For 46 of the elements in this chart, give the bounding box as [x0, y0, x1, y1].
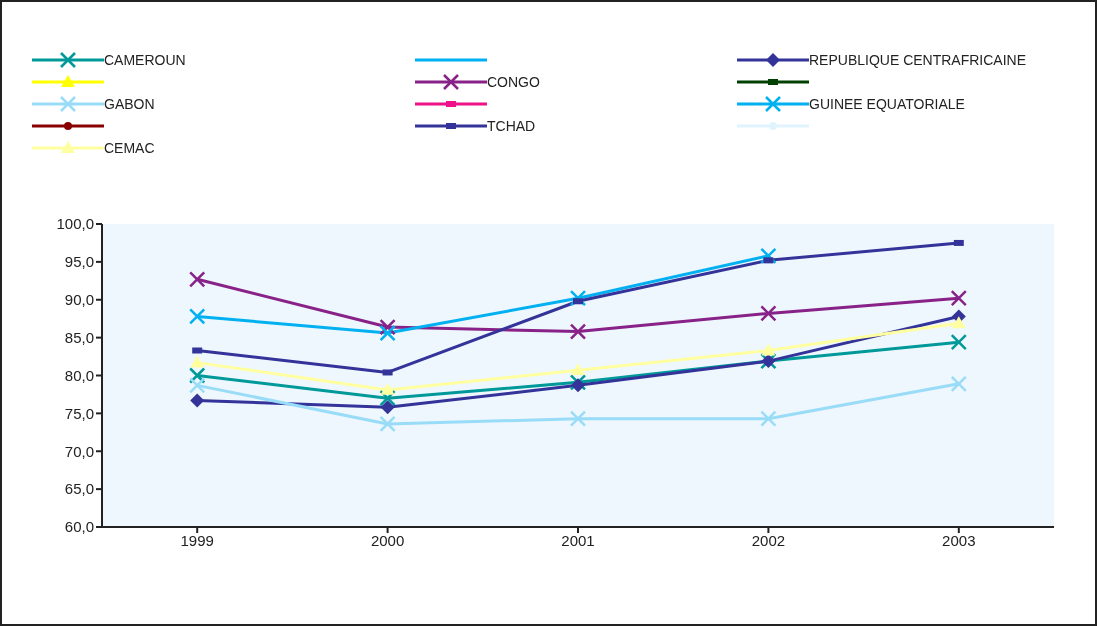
point [188, 377, 206, 394]
point [760, 410, 777, 427]
point [569, 410, 587, 427]
point [188, 308, 206, 325]
point [188, 271, 206, 288]
y-tick-label: 75,0 [64, 404, 94, 422]
legend-label: TCHAD [487, 118, 536, 134]
point [190, 355, 205, 368]
point [569, 289, 587, 307]
legend-label: REPUBLIQUE CENTRAFRICAINE [809, 52, 1027, 68]
point [950, 289, 968, 307]
point [379, 389, 396, 407]
legend-label: GABON [104, 96, 155, 112]
point [950, 375, 968, 393]
x-tick-label: 2000 [370, 531, 405, 549]
legend-label: CAMEROUN [104, 52, 186, 68]
y-tick-label: 80,0 [64, 366, 94, 384]
point [379, 415, 396, 433]
point [379, 324, 396, 342]
legend-label: CONGO [487, 74, 540, 90]
y-tick-label: 65,0 [64, 480, 94, 498]
y-tick-label: 100,0 [56, 215, 94, 233]
point [571, 378, 585, 393]
point [760, 305, 777, 322]
y-tick-label: 60,0 [64, 518, 94, 536]
x-tick-label: 2003 [942, 531, 976, 549]
point [571, 363, 585, 376]
point [380, 400, 395, 415]
point [569, 374, 587, 391]
x-tick-label: 2002 [751, 531, 786, 549]
y-tick-label: 70,0 [64, 442, 94, 460]
legend-label: CEMAC [104, 140, 155, 156]
legend-label: GUINEE EQUATORIALE [809, 96, 965, 112]
point [761, 343, 776, 356]
point [573, 298, 583, 305]
point [190, 393, 205, 408]
x-tick-label: 1999 [180, 531, 214, 549]
y-tick-label: 95,0 [64, 253, 94, 271]
point [760, 247, 777, 265]
x-tick-label: 2001 [561, 531, 595, 549]
point [951, 316, 966, 329]
y-tick-label: 85,0 [64, 328, 94, 346]
point [950, 333, 968, 351]
point [380, 382, 395, 395]
y-tick-label: 90,0 [64, 291, 94, 309]
point [569, 323, 587, 340]
